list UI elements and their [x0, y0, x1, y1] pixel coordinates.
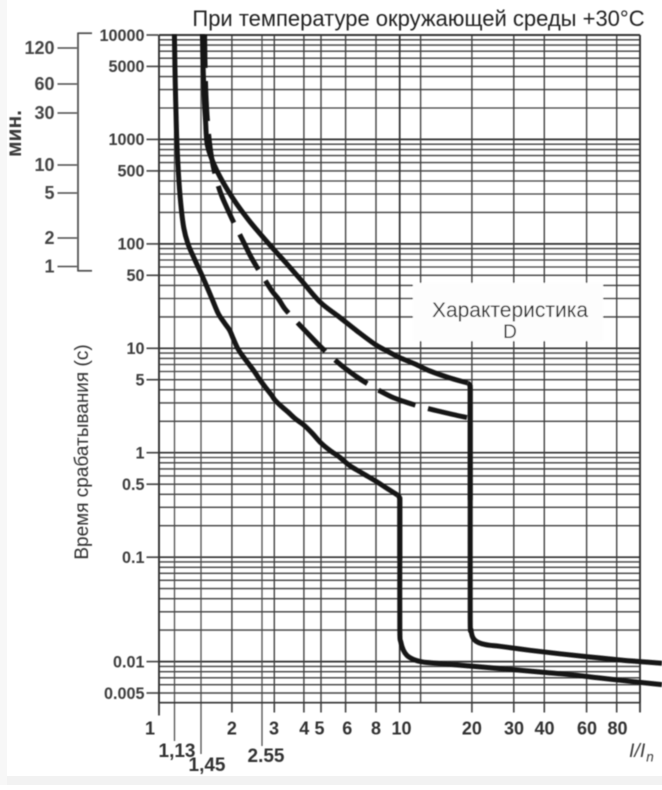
svg-text:10: 10	[126, 340, 144, 358]
svg-text:1: 1	[135, 445, 144, 463]
svg-text:При температуре окружающей сре: При температуре окружающей среды +30°C	[192, 6, 644, 31]
svg-text:60: 60	[34, 74, 54, 94]
svg-text:30: 30	[34, 103, 54, 123]
svg-text:0.005: 0.005	[104, 685, 145, 703]
svg-text:3: 3	[269, 719, 279, 739]
svg-text:6: 6	[342, 719, 352, 739]
svg-text:10000: 10000	[99, 27, 144, 45]
svg-text:Время срабатывания (с): Время срабатывания (с)	[72, 344, 93, 559]
svg-text:100: 100	[117, 236, 144, 254]
svg-text:30: 30	[504, 719, 524, 739]
svg-text:5: 5	[44, 183, 54, 203]
svg-text:60: 60	[577, 719, 597, 739]
svg-text:8: 8	[371, 719, 381, 739]
svg-text:20: 20	[462, 719, 482, 739]
svg-text:40: 40	[534, 719, 554, 739]
svg-text:0.01: 0.01	[113, 653, 145, 671]
svg-text:1: 1	[44, 257, 54, 277]
svg-text:5: 5	[135, 372, 144, 390]
svg-text:1,45: 1,45	[189, 755, 226, 776]
svg-text:1000: 1000	[108, 131, 144, 149]
svg-text:500: 500	[117, 163, 144, 181]
svg-text:2.55: 2.55	[248, 746, 285, 767]
svg-text:2: 2	[44, 228, 54, 248]
svg-text:1: 1	[145, 719, 155, 739]
svg-text:10: 10	[34, 155, 54, 175]
svg-text:10: 10	[391, 719, 411, 739]
svg-text:0.5: 0.5	[122, 476, 145, 494]
svg-text:4: 4	[299, 719, 309, 739]
svg-text:120: 120	[24, 38, 54, 58]
svg-text:1,13: 1,13	[159, 741, 196, 762]
svg-text:5000: 5000	[108, 58, 144, 76]
svg-text:Характеристика: Характеристика	[432, 299, 588, 322]
svg-text:мин.: мин.	[3, 110, 26, 157]
svg-text:2: 2	[227, 719, 237, 739]
svg-text:50: 50	[126, 267, 144, 285]
svg-text:0.1: 0.1	[122, 549, 145, 567]
svg-text:D: D	[503, 322, 517, 343]
svg-text:5: 5	[314, 719, 324, 739]
svg-text:80: 80	[607, 719, 627, 739]
